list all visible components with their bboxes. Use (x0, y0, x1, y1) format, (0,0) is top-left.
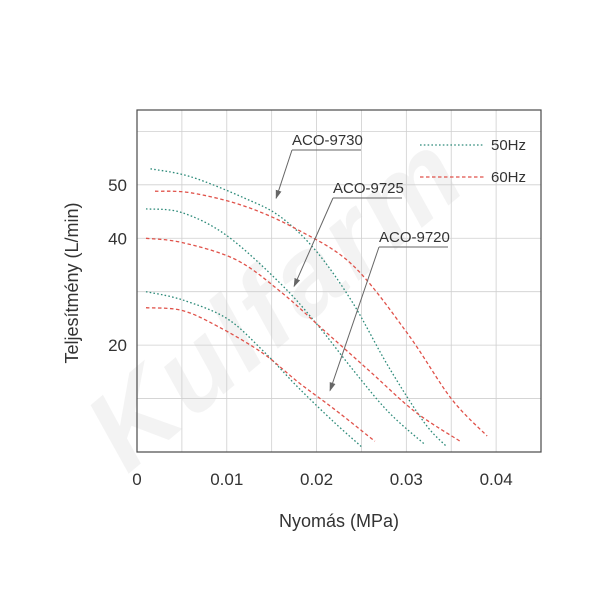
x-tick-label: 0.02 (300, 470, 333, 489)
x-axis-title: Nyomás (MPa) (279, 511, 399, 531)
x-tick-label: 0.01 (210, 470, 243, 489)
x-tick-label: 0.04 (480, 470, 513, 489)
series-line-aco-9720-60hz (145, 307, 376, 442)
annotation-arrow (329, 246, 380, 392)
y-tick-label: 50 (108, 176, 127, 195)
legend-label-60hz: 60Hz (491, 169, 526, 186)
annotation-aco-9720: ACO-9720 (329, 229, 450, 392)
annotation-label: ACO-9725 (333, 180, 404, 197)
x-tick-label: 0.03 (390, 470, 423, 489)
watermark: Kulfarm (62, 108, 488, 494)
annotations: ACO-9730 ACO-9725 ACO-9720 (275, 132, 450, 392)
y-tick-label: 20 (108, 336, 127, 355)
series-group (145, 168, 488, 448)
annotation-arrow (293, 197, 334, 288)
legend-label-50hz: 50Hz (491, 137, 526, 154)
series-line-aco-9720-50hz (145, 291, 362, 448)
y-tick-label: 40 (108, 229, 127, 248)
annotation-arrow (275, 149, 293, 200)
annotation-label: ACO-9720 (379, 229, 450, 246)
grid (137, 110, 541, 452)
watermark-text: Kulfarm (62, 108, 488, 494)
x-tick-label: 0 (132, 470, 141, 489)
annotation-aco-9725: ACO-9725 (293, 180, 404, 288)
legend: 50Hz 60Hz (420, 137, 526, 186)
annotation-label: ACO-9730 (292, 132, 363, 149)
y-axis-title: Teljesítmény (L/min) (62, 202, 82, 363)
tick-labels: 0 0.01 0.02 0.03 0.04 20 40 50 (108, 176, 513, 489)
annotation-aco-9730: ACO-9730 (275, 132, 363, 200)
plot-frame (136, 109, 542, 453)
series-line-aco-9730-60hz (154, 190, 488, 437)
series-line-aco-9725-50hz (145, 208, 425, 445)
